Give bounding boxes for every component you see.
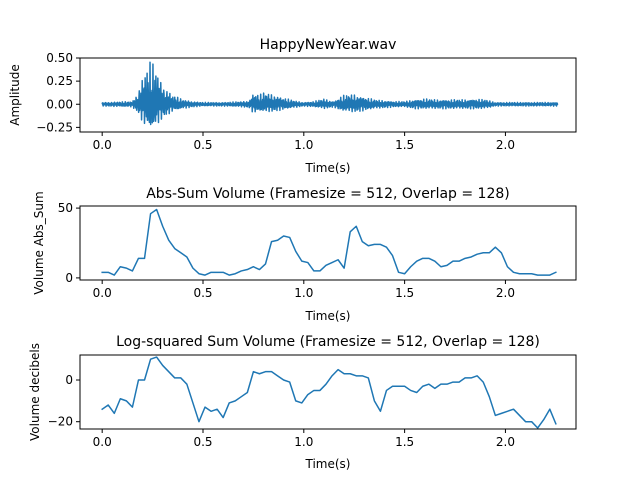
abs-sum-x-tick-label: 0.5	[193, 286, 212, 300]
abs-sum-x-tick-label: 2.0	[496, 286, 515, 300]
log-squared-y-axis-label: Volume decibels	[28, 343, 42, 441]
abs-sum-x-tick-label: 0.0	[93, 286, 112, 300]
log-squared-x-tick-label: 1.5	[395, 435, 414, 449]
abs-sum-y-tick-label: 50	[58, 201, 73, 215]
abs-sum-x-tick-label: 1.0	[294, 286, 313, 300]
abs-sum-y-tick-label: 0	[65, 271, 73, 285]
waveform-x-tick-label: 0.0	[93, 138, 112, 152]
log-squared-series-line	[101, 356, 557, 429]
waveform-x-tick-label: 0.5	[193, 138, 212, 152]
waveform-y-axis-label: Amplitude	[8, 64, 22, 126]
abs-sum-plot-frame	[79, 205, 577, 281]
abs-sum-y-ticks: 0 50	[58, 201, 80, 285]
abs-sum-series-line	[101, 208, 557, 276]
log-squared-x-tick-label: 2.0	[496, 435, 515, 449]
log-squared-x-tick-label: 0.0	[93, 435, 112, 449]
abs-sum-panel: Abs-Sum Volume (Framesize = 512, Overlap…	[32, 186, 577, 323]
waveform-title: HappyNewYear.wav	[260, 37, 397, 53]
waveform-panel: HappyNewYear.wav 0.0 0.5 1.0 1.5 2.0 −0.25 0.…	[8, 37, 577, 175]
waveform-marks	[101, 61, 559, 126]
waveform-signal	[101, 61, 559, 126]
waveform-x-tick-label: 1.5	[395, 138, 414, 152]
waveform-x-tick-label: 1.0	[294, 138, 313, 152]
abs-sum-y-axis-label: Volume Abs_Sum	[32, 191, 46, 294]
waveform-y-tick-label: 0.50	[46, 51, 73, 65]
abs-sum-marks	[101, 208, 557, 276]
log-squared-x-ticks: 0.0 0.5 1.0 1.5 2.0	[93, 429, 515, 449]
log-squared-x-axis-label: Time(s)	[305, 457, 351, 471]
log-squared-plot-frame	[79, 354, 577, 430]
log-squared-y-tick-label: −20	[48, 415, 73, 429]
log-squared-panel: Log-squared Sum Volume (Framesize = 512,…	[28, 334, 577, 471]
abs-sum-title: Abs-Sum Volume (Framesize = 512, Overlap…	[146, 186, 510, 202]
waveform-x-ticks: 0.0 0.5 1.0 1.5 2.0	[93, 132, 515, 152]
waveform-plot-frame	[79, 57, 577, 133]
abs-sum-x-ticks: 0.0 0.5 1.0 1.5 2.0	[93, 280, 515, 300]
log-squared-y-tick-label: 0	[65, 373, 73, 387]
waveform-x-tick-label: 2.0	[496, 138, 515, 152]
abs-sum-x-tick-label: 1.5	[395, 286, 414, 300]
waveform-y-tick-label: 0.25	[46, 74, 73, 88]
log-squared-x-tick-label: 1.0	[294, 435, 313, 449]
log-squared-y-ticks: −20 0	[48, 373, 80, 429]
log-squared-x-tick-label: 0.5	[193, 435, 212, 449]
log-squared-title: Log-squared Sum Volume (Framesize = 512,…	[116, 334, 540, 350]
abs-sum-x-axis-label: Time(s)	[305, 309, 351, 323]
waveform-y-tick-label: 0.00	[46, 97, 73, 111]
waveform-y-ticks: −0.25 0.00 0.25 0.50	[36, 51, 80, 134]
waveform-x-axis-label: Time(s)	[305, 161, 351, 175]
waveform-y-tick-label: −0.25	[36, 120, 73, 134]
log-squared-marks	[101, 356, 557, 429]
